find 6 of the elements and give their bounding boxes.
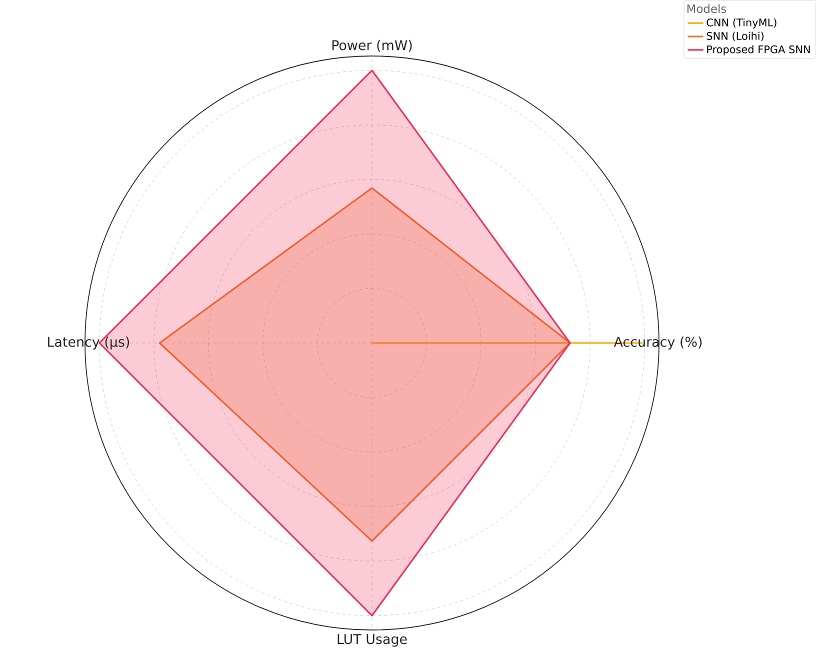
legend-label: Proposed FPGA SNN: [707, 45, 810, 56]
legend-label: SNN (Loihi): [706, 32, 764, 42]
spoke-label: LUT Usage: [338, 634, 407, 647]
spoke-label: Power (mW): [332, 40, 412, 52]
legend-label: CNN (TinyML): [706, 18, 776, 28]
legend-title: Models: [687, 4, 726, 14]
